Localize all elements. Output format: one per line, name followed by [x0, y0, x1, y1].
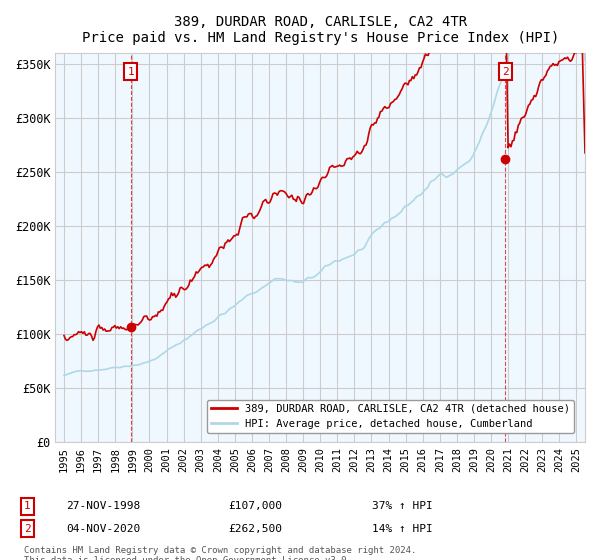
Text: 04-NOV-2020: 04-NOV-2020 — [66, 524, 140, 534]
Text: 27-NOV-1998: 27-NOV-1998 — [66, 501, 140, 511]
Text: £107,000: £107,000 — [228, 501, 282, 511]
Text: 2: 2 — [502, 67, 509, 77]
Text: 37% ↑ HPI: 37% ↑ HPI — [372, 501, 433, 511]
Text: 1: 1 — [24, 501, 31, 511]
Title: 389, DURDAR ROAD, CARLISLE, CA2 4TR
Price paid vs. HM Land Registry's House Pric: 389, DURDAR ROAD, CARLISLE, CA2 4TR Pric… — [82, 15, 559, 45]
Text: Contains HM Land Registry data © Crown copyright and database right 2024.
This d: Contains HM Land Registry data © Crown c… — [24, 546, 416, 560]
Text: 2: 2 — [24, 524, 31, 534]
Legend: 389, DURDAR ROAD, CARLISLE, CA2 4TR (detached house), HPI: Average price, detach: 389, DURDAR ROAD, CARLISLE, CA2 4TR (det… — [207, 400, 574, 433]
Text: 1: 1 — [127, 67, 134, 77]
Text: 14% ↑ HPI: 14% ↑ HPI — [372, 524, 433, 534]
Text: £262,500: £262,500 — [228, 524, 282, 534]
